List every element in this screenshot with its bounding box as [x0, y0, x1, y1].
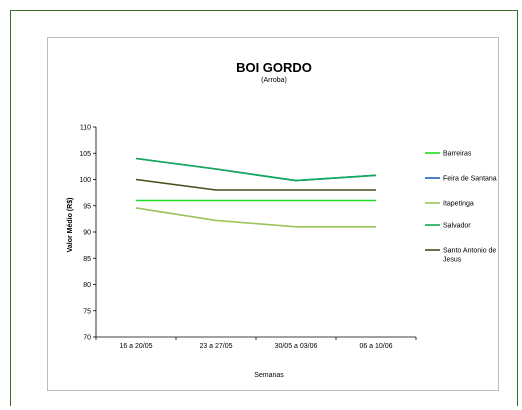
legend: Barreiras Feira de Santana Itapetinga Salva… [425, 151, 497, 264]
y-tick-label: 100 [79, 177, 91, 184]
legend-label: Itapetinga [443, 201, 474, 208]
y-tick-label: 70 [83, 335, 91, 342]
x-tick-label: 06 a 10/06 [359, 343, 392, 350]
y-tick-label: 110 [80, 125, 91, 132]
legend-label: Feira de Santana [443, 176, 497, 183]
x-tick-label: 16 a 20/05 [119, 343, 152, 350]
x-tick-label: 23 a 27/05 [199, 343, 232, 350]
series-line [135, 157, 377, 182]
y-tick-label: 75 [83, 308, 91, 315]
chart-area [47, 37, 499, 391]
series-line [135, 178, 376, 191]
legend-label: Salvador [443, 223, 471, 230]
x-tick-label: 30/05 a 03/06 [275, 343, 318, 350]
chart-title: BOI GORDO [236, 60, 312, 75]
y-tick-label: 105 [79, 151, 91, 158]
y-tick-label: 90 [83, 230, 91, 237]
y-tick-label: 80 [83, 282, 91, 289]
y-tick-label: 95 [83, 203, 91, 210]
series-line [135, 207, 376, 228]
x-axis-label: Semanas [254, 372, 284, 379]
chart-subtitle: (Arroba) [261, 77, 287, 84]
axes: 70 75 80 85 90 95 100 105 110 16 a 20/05 23 a 27/0… [79, 125, 417, 350]
series-group [135, 157, 377, 228]
legend-label: Santo Antonio de Jesus [443, 248, 496, 264]
y-axis-label: Valor Médio (R$) [67, 198, 74, 253]
outer-frame [10, 10, 518, 406]
y-tick-label: 85 [83, 256, 91, 263]
legend-label: Barreiras [443, 151, 472, 158]
